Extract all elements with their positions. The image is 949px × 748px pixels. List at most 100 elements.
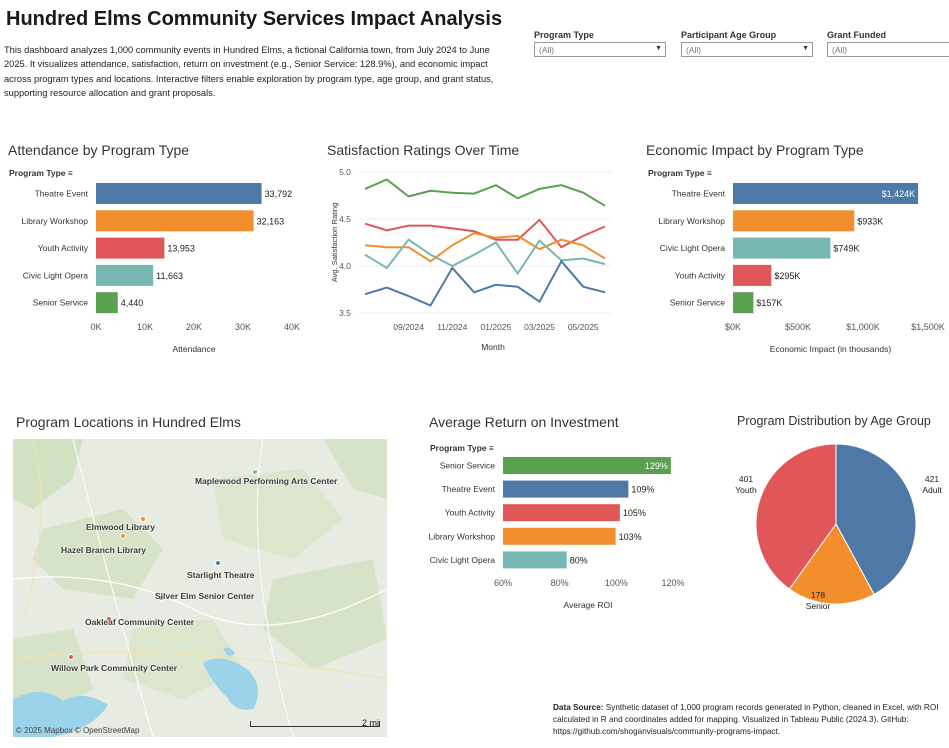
age-chart-title: Program Distribution by Age Group [737, 414, 931, 428]
map-label-oakleaf-community-center: Oakleaf Community Center [85, 617, 195, 627]
bar-civic-light-opera[interactable] [96, 264, 154, 286]
data-label-youth-activity: $295K [774, 271, 800, 281]
line-library-workshop[interactable] [364, 232, 606, 263]
field-label-text: Program Type [9, 168, 66, 178]
x-tick-label: 30K [235, 322, 251, 332]
filter-program-type: Program Type (All) ▼ [534, 30, 666, 57]
category-label-youth-activity: Youth Activity [38, 243, 89, 253]
bar-civic-light-opera[interactable] [733, 237, 831, 259]
y-axis-title: Avg. Satisfaction Rating [330, 203, 339, 283]
caret-down-icon: ▼ [802, 45, 809, 52]
bar-youth-activity[interactable] [733, 264, 772, 286]
pie-label-youth: Youth [735, 485, 757, 495]
bar-theatre-event[interactable] [503, 480, 629, 498]
x-tick-label: 10K [137, 322, 153, 332]
category-label-civic-light-opera: Civic Light Opera [430, 555, 495, 565]
filter-label: Grant Funded [827, 30, 886, 40]
attendance-field-label: Program Type ≡ [9, 168, 73, 178]
x-tick-label: $500K [785, 322, 811, 332]
data-label-library-workshop: 103% [619, 532, 642, 542]
category-label-youth-activity: Youth Activity [445, 508, 496, 518]
map-marker-starlight-theatre[interactable] [215, 560, 221, 566]
x-tick-label: $0K [725, 322, 741, 332]
bar-senior-service[interactable] [503, 457, 671, 474]
y-tick-label: 5.0 [339, 167, 351, 177]
x-tick-label: 60% [494, 578, 512, 588]
data-label-library-workshop: 32,163 [257, 216, 285, 226]
economic-field-label: Program Type ≡ [648, 168, 712, 178]
map-label-starlight-theatre: Starlight Theatre [187, 570, 255, 580]
bar-library-workshop[interactable] [96, 210, 254, 232]
filter-label: Program Type [534, 30, 594, 40]
bar-civic-light-opera[interactable] [503, 551, 567, 569]
map-title: Program Locations in Hundred Elms [16, 414, 241, 430]
x-tick-label: 03/2025 [524, 322, 555, 332]
page-title: Hundred Elms Community Services Impact A… [6, 8, 503, 30]
pie-label-senior: Senior [806, 601, 831, 611]
pie-slice-senior[interactable] [788, 523, 875, 605]
roi-field-label: Program Type ≡ [430, 443, 494, 453]
map-scale-bar [250, 721, 380, 727]
age-group-dropdown[interactable]: (All) ▼ [681, 42, 813, 57]
y-tick-label: 4.0 [339, 261, 351, 271]
pie-slice-adult[interactable] [835, 443, 917, 596]
map-label-silver-elm-senior-center: Silver Elm Senior Center [155, 591, 255, 601]
category-label-theatre-event: Theatre Event [672, 189, 726, 199]
pie-label-adult: Adult [922, 485, 942, 495]
dropdown-value: (All) [686, 45, 702, 55]
map-marker-silver-elm-senior-center[interactable] [158, 595, 164, 601]
filter-age-group: Participant Age Group (All) ▼ [681, 30, 813, 57]
category-label-library-workshop: Library Workshop [659, 216, 726, 226]
sort-icon[interactable]: ≡ [67, 168, 73, 178]
bar-theatre-event[interactable] [96, 183, 262, 204]
x-tick-label: 01/2025 [481, 322, 512, 332]
bar-senior-service[interactable] [733, 292, 754, 314]
x-axis-title: Attendance [172, 344, 215, 354]
data-label-youth-activity: 105% [623, 508, 646, 518]
bar-library-workshop[interactable] [733, 210, 855, 232]
map-marker-oakleaf-community-center[interactable] [106, 616, 112, 622]
map-label-hazel-branch-library: Hazel Branch Library [61, 545, 147, 555]
map-marker-willow-park-community-center[interactable] [68, 654, 74, 660]
data-source-label: Data Source: [553, 703, 604, 712]
bar-youth-activity[interactable] [503, 504, 620, 522]
program-type-dropdown[interactable]: (All) ▼ [534, 42, 666, 57]
y-tick-label: 4.5 [339, 214, 351, 224]
map-marker-hazel-branch-library[interactable] [120, 533, 126, 539]
data-label-civic-light-opera: 80% [570, 555, 588, 565]
line-senior-service[interactable] [364, 178, 606, 207]
attendance-bar-chart: 0K 10K 20K 30K 40K Attendance Theatre Event 33,… [22, 183, 300, 354]
pie-slice-youth[interactable] [755, 443, 837, 590]
pie-value-youth: 401 [739, 474, 753, 484]
category-label-senior-service: Senior Service [33, 298, 89, 308]
pie-value-adult: 421 [925, 474, 939, 484]
y-tick-label: 3.5 [339, 308, 351, 318]
x-tick-label: 09/2024 [393, 322, 424, 332]
satisfaction-chart-title: Satisfaction Ratings Over Time [327, 142, 520, 158]
x-tick-label: $1,500K [911, 322, 945, 332]
bar-senior-service[interactable] [96, 292, 118, 314]
program-locations-map[interactable]: Maplewood Performing Arts Center Elmwood … [13, 439, 387, 737]
map-marker-maplewood-performing-arts-center[interactable] [252, 469, 258, 475]
bar-theatre-event[interactable] [733, 183, 919, 204]
grant-funded-dropdown[interactable]: (All) ▼ [827, 42, 949, 57]
x-axis-title: Month [481, 342, 505, 352]
line-civic-light-opera[interactable] [364, 238, 606, 276]
x-tick-label: 0K [90, 322, 101, 332]
line-theatre-event[interactable] [364, 259, 606, 307]
map-label-elmwood-library: Elmwood Library [86, 522, 155, 532]
category-label-civic-light-opera: Civic Light Opera [23, 270, 88, 280]
x-tick-label: 100% [605, 578, 628, 588]
category-label-theatre-event: Theatre Event [442, 484, 496, 494]
data-label-civic-light-opera: $749K [833, 244, 859, 254]
data-label-civic-light-opera: 11,663 [156, 271, 183, 281]
category-label-library-workshop: Library Workshop [429, 531, 496, 541]
bar-library-workshop[interactable] [503, 527, 616, 545]
sort-icon[interactable]: ≡ [488, 443, 494, 453]
sort-icon[interactable]: ≡ [706, 168, 712, 178]
data-label-senior-service: 129% [645, 461, 668, 471]
dropdown-value: (All) [539, 45, 555, 55]
x-tick-label: 40K [284, 322, 300, 332]
map-marker-elmwood-library[interactable] [140, 516, 146, 522]
bar-youth-activity[interactable] [96, 237, 165, 259]
